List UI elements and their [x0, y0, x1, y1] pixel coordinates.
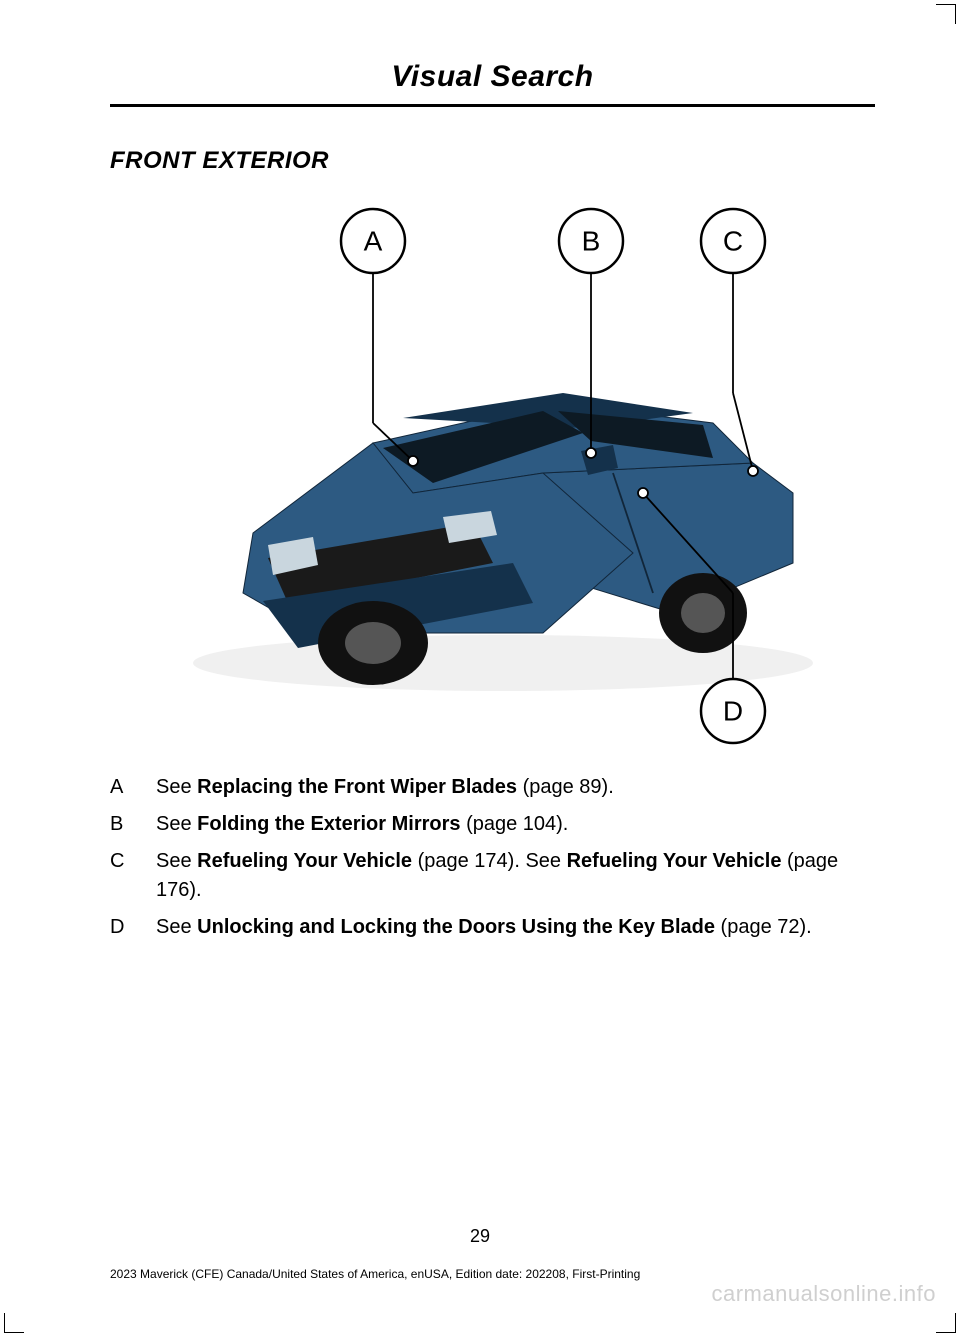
section-title: FRONT EXTERIOR [110, 147, 875, 175]
legend-row-c: C See Refueling Your Vehicle (page 174).… [110, 847, 875, 905]
legend-a-prefix: See [156, 776, 197, 798]
legend-body-a: See Replacing the Front Wiper Blades (pa… [156, 773, 875, 802]
legend-a-bold: Replacing the Front Wiper Blades [197, 776, 517, 798]
crop-mark [936, 1313, 956, 1333]
legend-c-bold2: Refueling Your Vehicle [567, 850, 782, 872]
front-exterior-diagram: A B C D [113, 193, 873, 753]
legend-key-c: C [110, 847, 132, 905]
legend-b-prefix: See [156, 813, 197, 835]
legend-d-bold: Unlocking and Locking the Doors Using th… [197, 916, 715, 938]
legend-key-b: B [110, 810, 132, 839]
legend-row-d: D See Unlocking and Locking the Doors Us… [110, 913, 875, 942]
legend-c-bold1: Refueling Your Vehicle [197, 850, 412, 872]
footer-edition: 2023 Maverick (CFE) Canada/United States… [110, 1267, 640, 1281]
callout-a-label: A [363, 226, 382, 257]
page-number: 29 [0, 1226, 960, 1247]
legend-b-tail: (page 104). [461, 813, 569, 835]
legend-body-b: See Folding the Exterior Mirrors (page 1… [156, 810, 875, 839]
legend-key-a: A [110, 773, 132, 802]
callout-a: A [341, 209, 418, 466]
callout-d-label: D [722, 696, 742, 727]
legend-b-bold: Folding the Exterior Mirrors [197, 813, 460, 835]
crop-mark [936, 4, 956, 24]
legend-body-d: See Unlocking and Locking the Doors Usin… [156, 913, 875, 942]
legend-row-b: B See Folding the Exterior Mirrors (page… [110, 810, 875, 839]
header-rule [110, 104, 875, 107]
watermark: carmanualsonline.info [711, 1281, 936, 1307]
legend-d-tail: (page 72). [715, 916, 812, 938]
legend-d-prefix: See [156, 916, 197, 938]
callout-b-label: B [581, 226, 600, 257]
diagram-svg: A B C D [113, 193, 873, 753]
legend: A See Replacing the Front Wiper Blades (… [110, 773, 875, 942]
legend-c-mid: (page 174). See [412, 850, 567, 872]
legend-row-a: A See Replacing the Front Wiper Blades (… [110, 773, 875, 802]
crop-mark [4, 1313, 24, 1333]
callout-c-label: C [722, 226, 742, 257]
page-header-title: Visual Search [110, 60, 875, 104]
legend-c-prefix: See [156, 850, 197, 872]
legend-a-tail: (page 89). [517, 776, 614, 798]
legend-key-d: D [110, 913, 132, 942]
legend-body-c: See Refueling Your Vehicle (page 174). S… [156, 847, 875, 905]
